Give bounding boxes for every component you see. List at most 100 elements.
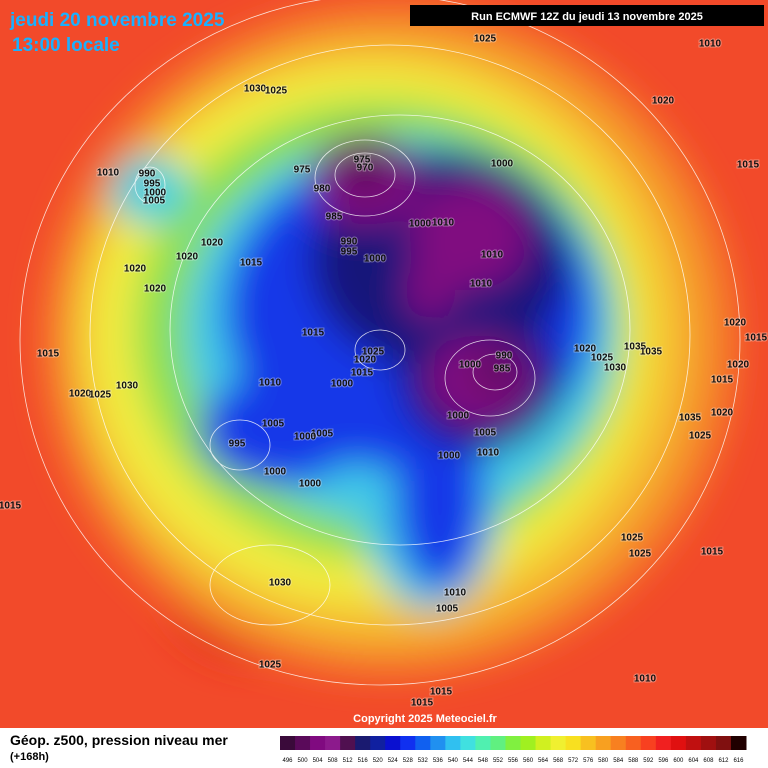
colorbar-label: 576 (583, 758, 594, 764)
isobar-label: 1015 (430, 687, 453, 698)
color-swatch (370, 736, 386, 750)
isobar-label: 1015 (411, 698, 434, 709)
color-swatch (295, 736, 311, 750)
isobar-label: 1010 (444, 588, 467, 599)
isobar-label: 1015 (351, 368, 374, 379)
colorbar-label: 564 (538, 758, 549, 764)
isobar-label: 1015 (711, 375, 734, 386)
isobar-label: 1005 (474, 428, 497, 439)
run-info: Run ECMWF 12Z du jeudi 13 novembre 2025 (471, 11, 703, 23)
isobar-label: 970 (357, 163, 374, 174)
colorbar-label: 580 (598, 758, 609, 764)
isobar-label: 1025 (629, 549, 652, 560)
legend-lead: (+168h) (10, 751, 49, 763)
isobar-label: 1000 (299, 479, 322, 490)
isobar-label: 1010 (259, 378, 282, 389)
colorbar-label: 604 (688, 758, 699, 764)
color-swatch (535, 736, 552, 750)
isobar-label: 1030 (116, 381, 139, 392)
isobar-label: 1015 (302, 328, 325, 339)
isobar-label: 1030 (269, 578, 292, 589)
time-title: 13:00 locale (12, 35, 120, 56)
colorbar-label: 520 (373, 758, 384, 764)
isobar-label: 1000 (409, 219, 432, 230)
colorbar-label: 548 (478, 758, 489, 764)
colorbar-label: 584 (613, 758, 624, 764)
isobar-label: 1000 (264, 467, 287, 478)
isobar-label: 1015 (701, 547, 724, 558)
isobar-label: 1005 (143, 196, 166, 207)
run-banner (410, 5, 764, 26)
color-swatch (280, 736, 296, 750)
color-swatch (655, 736, 672, 750)
colorbar-label: 500 (298, 758, 309, 764)
isobar-label: 1020 (724, 318, 747, 329)
color-swatch (640, 736, 657, 750)
isobar-label: 1035 (640, 347, 663, 358)
color-swatch (700, 736, 717, 750)
isobar-label: 995 (229, 439, 246, 450)
color-swatch (580, 736, 597, 750)
colorbar-label: 532 (418, 758, 429, 764)
isobar-label: 1015 (0, 501, 22, 512)
color-swatch (610, 736, 627, 750)
isobar-label: 990 (139, 169, 156, 180)
isobar-label: 985 (494, 364, 511, 375)
isobar-label: 975 (294, 165, 311, 176)
colorbar-label: 508 (328, 758, 339, 764)
isobar-label: 1025 (689, 431, 712, 442)
colorbar-label: 592 (643, 758, 654, 764)
colorbar-label: 552 (493, 758, 504, 764)
isobar-label: 990 (496, 351, 513, 362)
isobar-label: 1025 (621, 533, 644, 544)
isobar-label: 1000 (459, 360, 482, 371)
color-swatch (595, 736, 612, 750)
color-swatch (415, 736, 431, 750)
color-swatch (475, 736, 491, 750)
color-swatch (490, 736, 506, 750)
color-swatch (445, 736, 461, 750)
color-swatch (565, 736, 582, 750)
color-swatch (520, 736, 537, 750)
colorbar-label: 568 (553, 758, 564, 764)
isobar-label: 1020 (727, 360, 750, 371)
isobar-label: 1010 (634, 674, 657, 685)
colorbar: 496 500 504 508 512 516 520 524 528 532 536 540 544 5… (280, 736, 747, 764)
isobar-label: 990 (341, 237, 358, 248)
color-swatch (400, 736, 416, 750)
isobar-label: 1005 (436, 604, 459, 615)
isobar-label: 1020 (69, 389, 92, 400)
color-swatch (625, 736, 642, 750)
isobar-label: 995 (144, 179, 161, 190)
isobar-label: 1020 (354, 355, 377, 366)
date-title: jeudi 20 novembre 2025 (9, 10, 225, 31)
colorbar-label: 504 (313, 758, 324, 764)
colorbar-label: 612 (718, 758, 729, 764)
isobar-label: 1020 (201, 238, 224, 249)
color-swatch (685, 736, 702, 750)
isobar-label: 1010 (97, 168, 120, 179)
isobar-label: 975 (354, 155, 371, 166)
color-swatch (730, 736, 747, 750)
isobar-label: 1020 (144, 284, 167, 295)
color-swatch (715, 736, 732, 750)
color-swatch (670, 736, 687, 750)
colorbar-label: 516 (358, 758, 369, 764)
color-swatch (505, 736, 522, 750)
isobar-label: 1020 (176, 252, 199, 263)
isobar-label: 1010 (477, 448, 500, 459)
colorbar-label: 524 (388, 758, 399, 764)
isobar-label: 995 (341, 247, 358, 258)
colorbar-label: 544 (463, 758, 474, 764)
isobar-label: 1000 (144, 188, 167, 199)
isobar-label: 1000 (491, 159, 514, 170)
colorbar-label: 536 (433, 758, 444, 764)
isobar-label: 1000 (438, 451, 461, 462)
color-swatch (355, 736, 371, 750)
isobar-label: 1010 (481, 250, 504, 261)
colorbar-label: 588 (628, 758, 639, 764)
isobar-label: 980 (314, 184, 331, 195)
